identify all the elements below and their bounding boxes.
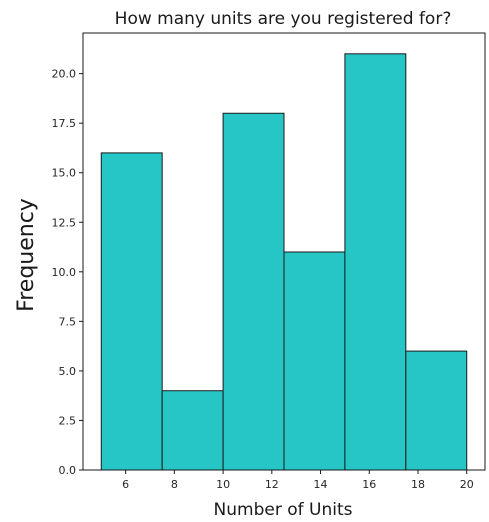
histogram-bar-6: [405, 350, 468, 471]
histogram-bar-3: [222, 112, 285, 471]
y-tick-label-0: 0.0: [59, 464, 77, 477]
x-tick-label-8: 8: [171, 478, 178, 491]
x-axis-ticks: 6 8 10 12 14 16 18 20: [122, 470, 474, 491]
y-tick-label-1: 2.5: [59, 414, 77, 427]
chart-title: How many units are you registered for?: [115, 9, 452, 29]
x-tick-label-12: 12: [265, 478, 279, 491]
y-tick-label-2: 5.0: [59, 365, 77, 378]
y-axis-ticks: 0.0 2.5 5.0 7.5 10.0 12.5 15.0 17.5 20.0: [52, 68, 83, 477]
histogram-bar-4: [283, 251, 346, 471]
y-tick-label-7: 17.5: [52, 117, 77, 130]
histogram-bar-2: [161, 390, 224, 471]
bars-group: [100, 53, 468, 471]
histogram-bar-1: [100, 152, 163, 471]
x-tick-label-10: 10: [216, 478, 230, 491]
x-tick-label-6: 6: [122, 478, 129, 491]
y-axis-label: Frequency: [14, 198, 39, 312]
y-tick-label-5: 12.5: [52, 216, 77, 229]
x-tick-label-20: 20: [460, 478, 474, 491]
y-tick-label-8: 20.0: [52, 68, 77, 81]
y-tick-label-6: 15.0: [52, 167, 77, 180]
x-tick-label-16: 16: [362, 478, 376, 491]
x-axis-label: Number of Units: [214, 500, 353, 520]
plot-frame: [82, 32, 486, 471]
y-tick-label-4: 10.0: [52, 266, 77, 279]
y-tick-label-3: 7.5: [59, 315, 77, 328]
histogram-bar-5: [344, 53, 407, 471]
x-tick-label-18: 18: [411, 478, 425, 491]
x-tick-label-14: 14: [314, 478, 328, 491]
